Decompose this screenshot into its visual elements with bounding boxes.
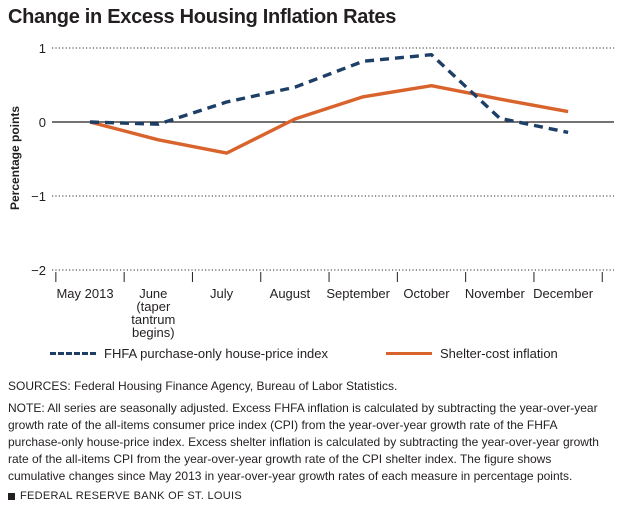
legend-label-shelter: Shelter-cost inflation xyxy=(440,346,558,361)
y-tick-label: 0 xyxy=(39,115,46,130)
x-tick-label: tantrum xyxy=(131,312,175,327)
x-tick-label: November xyxy=(465,286,526,301)
x-tick-label: May 2013 xyxy=(56,286,113,301)
y-axis-label: Percentage points xyxy=(8,106,22,210)
legend-item-fhfa: FHFA purchase-only house-price index xyxy=(50,346,328,361)
grid-layer xyxy=(52,47,614,271)
x-tick-label: July xyxy=(210,286,234,301)
legend-swatch-solid xyxy=(386,352,432,355)
legend-item-shelter: Shelter-cost inflation xyxy=(386,346,558,361)
series-line-shelter xyxy=(89,84,569,155)
x-tick-label: December xyxy=(533,286,594,301)
legend-label-fhfa: FHFA purchase-only house-price index xyxy=(104,346,329,361)
x-tick-label: October xyxy=(403,286,450,301)
series-layer xyxy=(89,53,569,155)
y-tick-label: −2 xyxy=(31,263,46,278)
footer-square-icon xyxy=(8,492,15,500)
footer: FEDERAL RESERVE BANK OF ST. LOUIS xyxy=(8,490,242,502)
y-tick-label: −1 xyxy=(31,189,46,204)
x-tick-label: begins) xyxy=(132,325,175,340)
footer-text: FEDERAL RESERVE BANK OF ST. LOUIS xyxy=(20,490,243,502)
x-tick-label: September xyxy=(326,286,390,301)
x-tick-label: (taper xyxy=(136,299,171,314)
y-tick-label: 1 xyxy=(39,41,46,56)
x-tick-label: June xyxy=(139,286,167,301)
note-text: NOTE: All series are seasonally adjusted… xyxy=(8,401,599,483)
series-line-fhfa xyxy=(89,53,569,135)
chart-title: Change in Excess Housing Inflation Rates xyxy=(8,6,397,28)
sources-text: SOURCES: Federal Housing Finance Agency,… xyxy=(8,379,398,393)
legend-swatch-dashed xyxy=(50,352,96,355)
x-tick-label: August xyxy=(270,286,311,301)
